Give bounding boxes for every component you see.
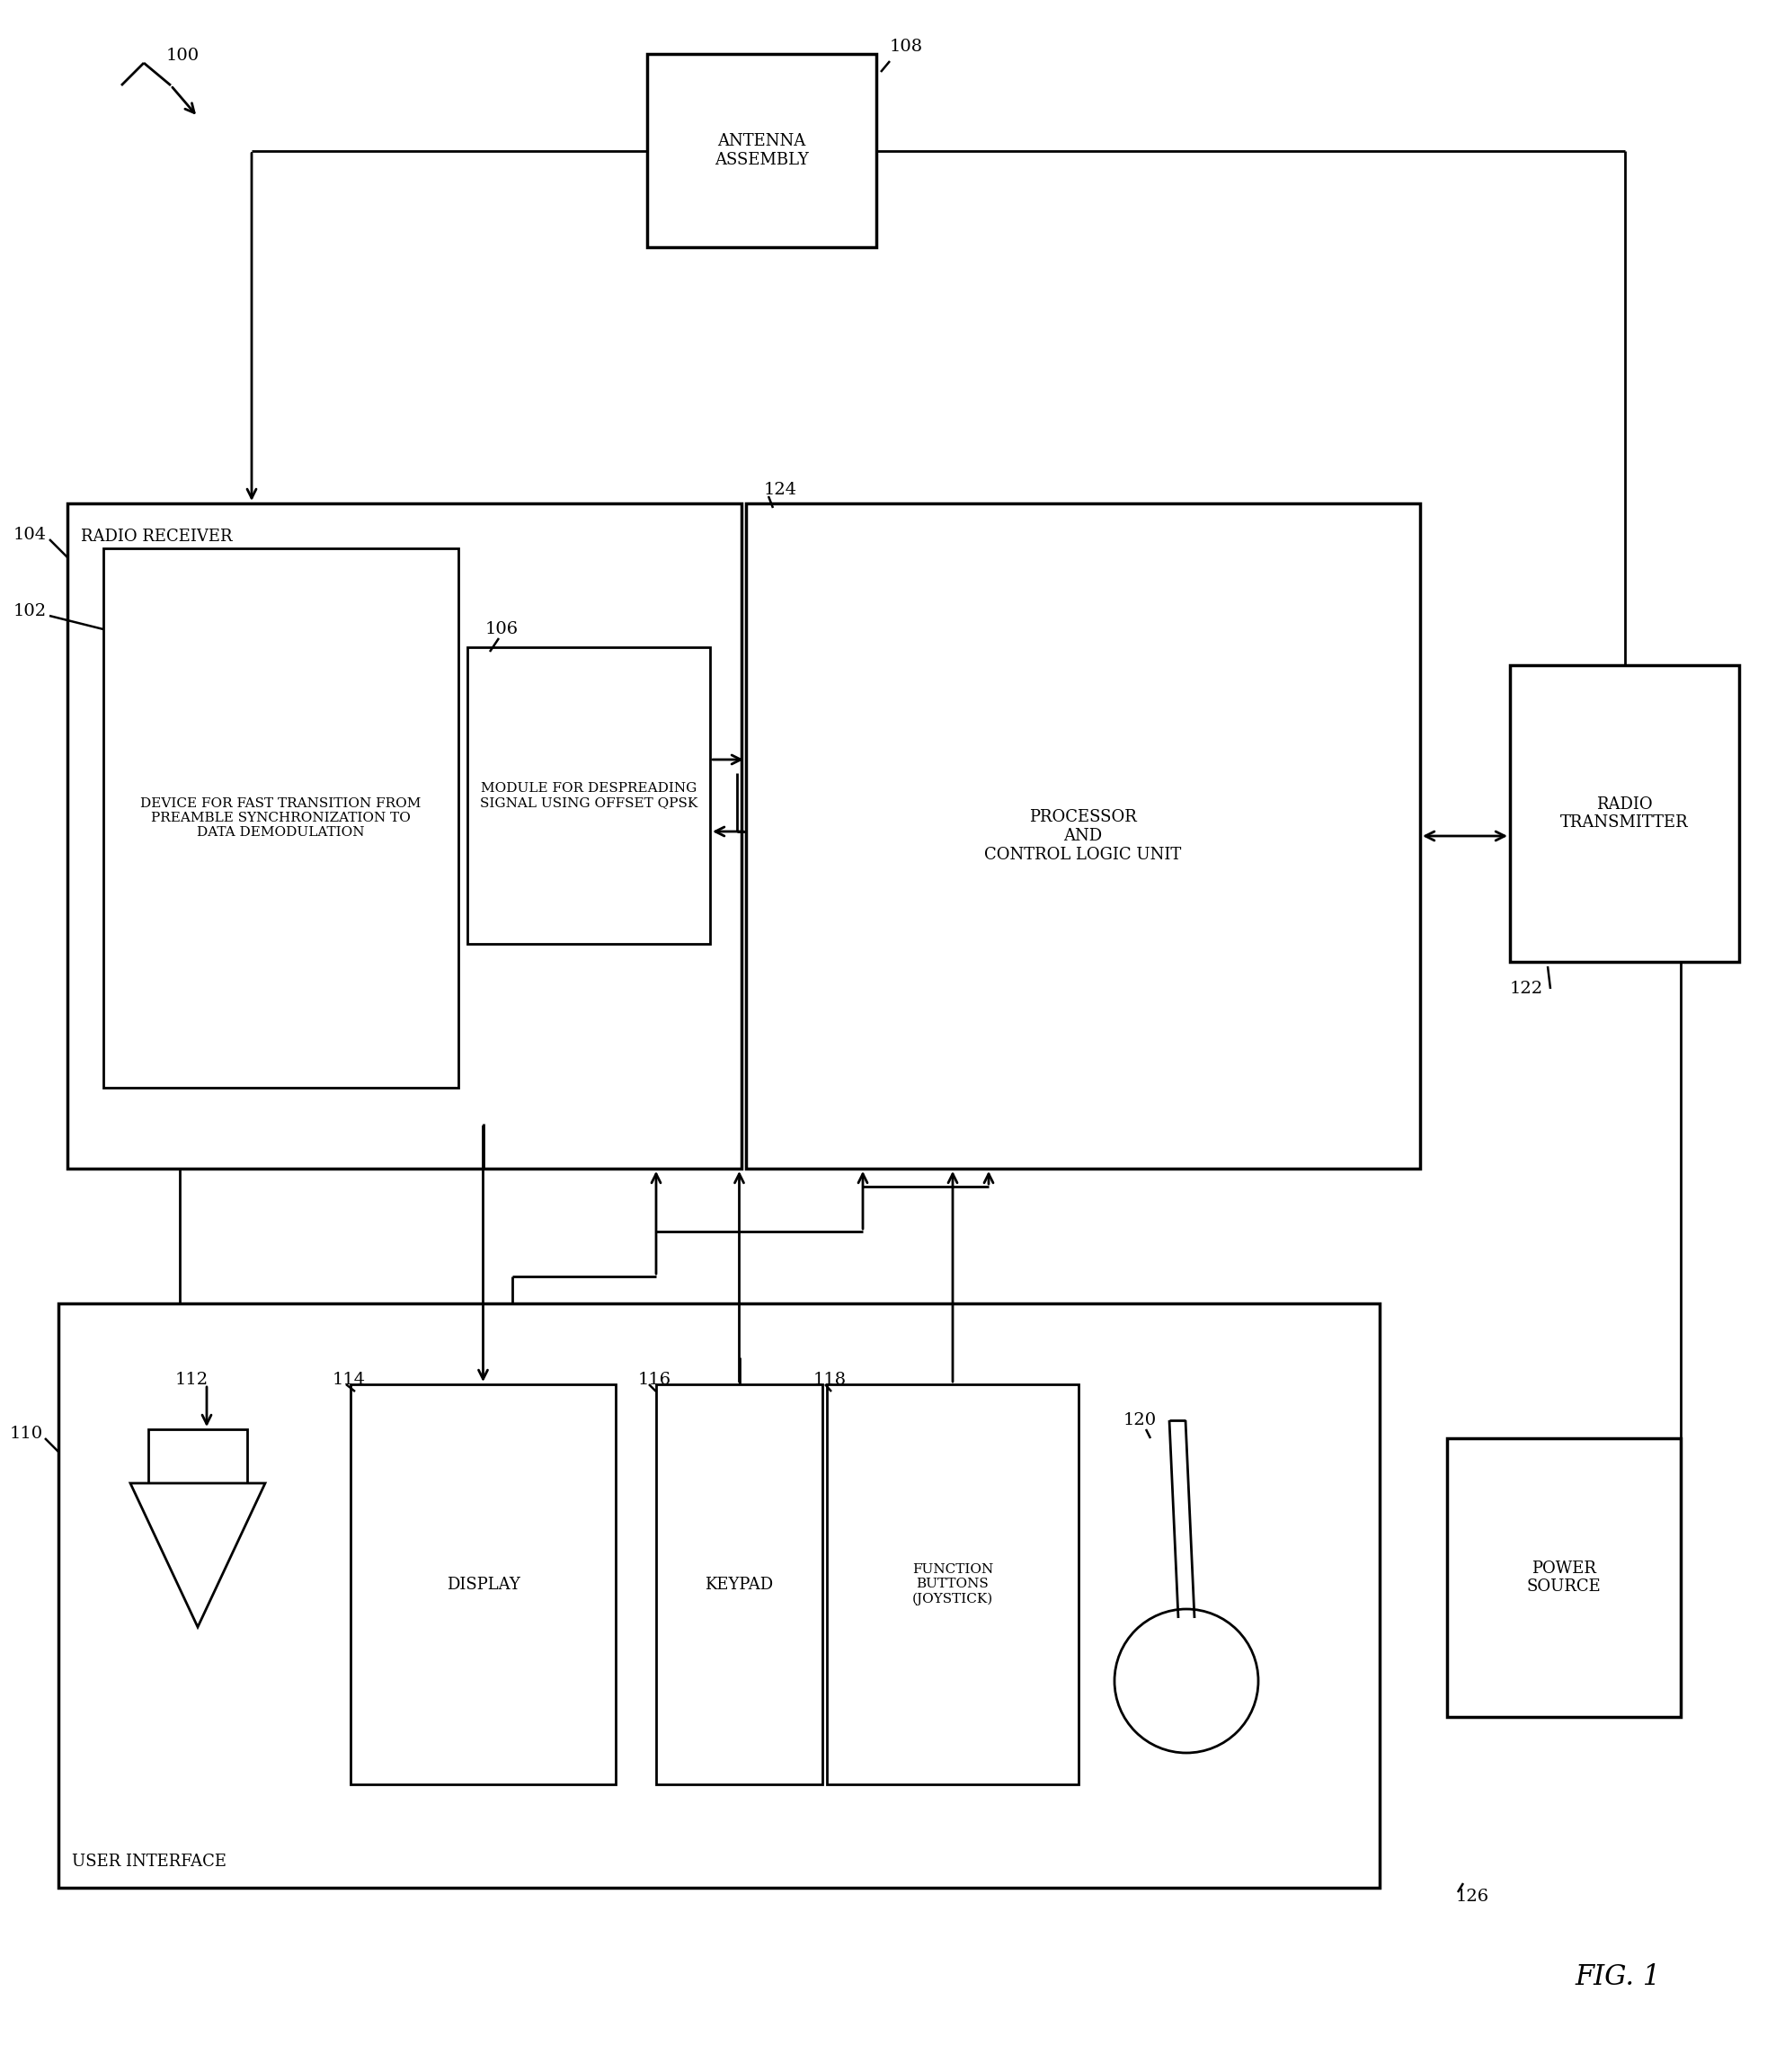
Bar (58, 1303, 1380, 1888)
Polygon shape (131, 1484, 265, 1627)
Text: 100: 100 (166, 48, 200, 64)
Bar (67, 503, 742, 1169)
Bar (647, 54, 876, 247)
Text: 108: 108 (891, 39, 922, 54)
Text: USER INTERFACE: USER INTERFACE (72, 1854, 226, 1869)
Text: 102: 102 (14, 603, 46, 620)
Bar (148, 1430, 247, 1484)
Text: 124: 124 (763, 483, 797, 497)
Bar (746, 503, 1421, 1169)
Text: 110: 110 (11, 1426, 42, 1442)
Text: FUNCTION
BUTTONS
(JOYSTICK): FUNCTION BUTTONS (JOYSTICK) (912, 1562, 993, 1606)
Text: RADIO
TRANSMITTER: RADIO TRANSMITTER (1560, 796, 1689, 831)
Bar (1447, 1438, 1680, 1718)
Text: KEYPAD: KEYPAD (705, 1577, 774, 1593)
Bar (827, 1384, 1078, 1784)
Text: PROCESSOR
AND
CONTROL LOGIC UNIT: PROCESSOR AND CONTROL LOGIC UNIT (984, 810, 1182, 862)
Bar (102, 549, 458, 1088)
Bar (1511, 665, 1739, 961)
Text: 118: 118 (813, 1372, 846, 1388)
Bar (350, 1384, 615, 1784)
Text: 106: 106 (486, 622, 519, 638)
Text: FIG. 1: FIG. 1 (1574, 1964, 1661, 1991)
Text: 112: 112 (175, 1372, 209, 1388)
Text: DISPLAY: DISPLAY (447, 1577, 519, 1593)
Text: RADIO RECEIVER: RADIO RECEIVER (81, 528, 231, 545)
Text: 120: 120 (1124, 1413, 1157, 1428)
Bar (656, 1384, 822, 1784)
Text: POWER
SOURCE: POWER SOURCE (1527, 1560, 1601, 1595)
Text: 104: 104 (14, 526, 46, 543)
Text: DEVICE FOR FAST TRANSITION FROM
PREAMBLE SYNCHRONIZATION TO
DATA DEMODULATION: DEVICE FOR FAST TRANSITION FROM PREAMBLE… (141, 798, 421, 839)
Bar (466, 646, 710, 945)
Text: 116: 116 (638, 1372, 671, 1388)
Text: ANTENNA
ASSEMBLY: ANTENNA ASSEMBLY (714, 133, 809, 168)
Circle shape (1115, 1610, 1258, 1753)
Text: MODULE FOR DESPREADING
SIGNAL USING OFFSET QPSK: MODULE FOR DESPREADING SIGNAL USING OFFS… (481, 781, 698, 808)
Text: 114: 114 (332, 1372, 366, 1388)
Text: 122: 122 (1511, 980, 1543, 997)
Text: 126: 126 (1456, 1888, 1490, 1904)
